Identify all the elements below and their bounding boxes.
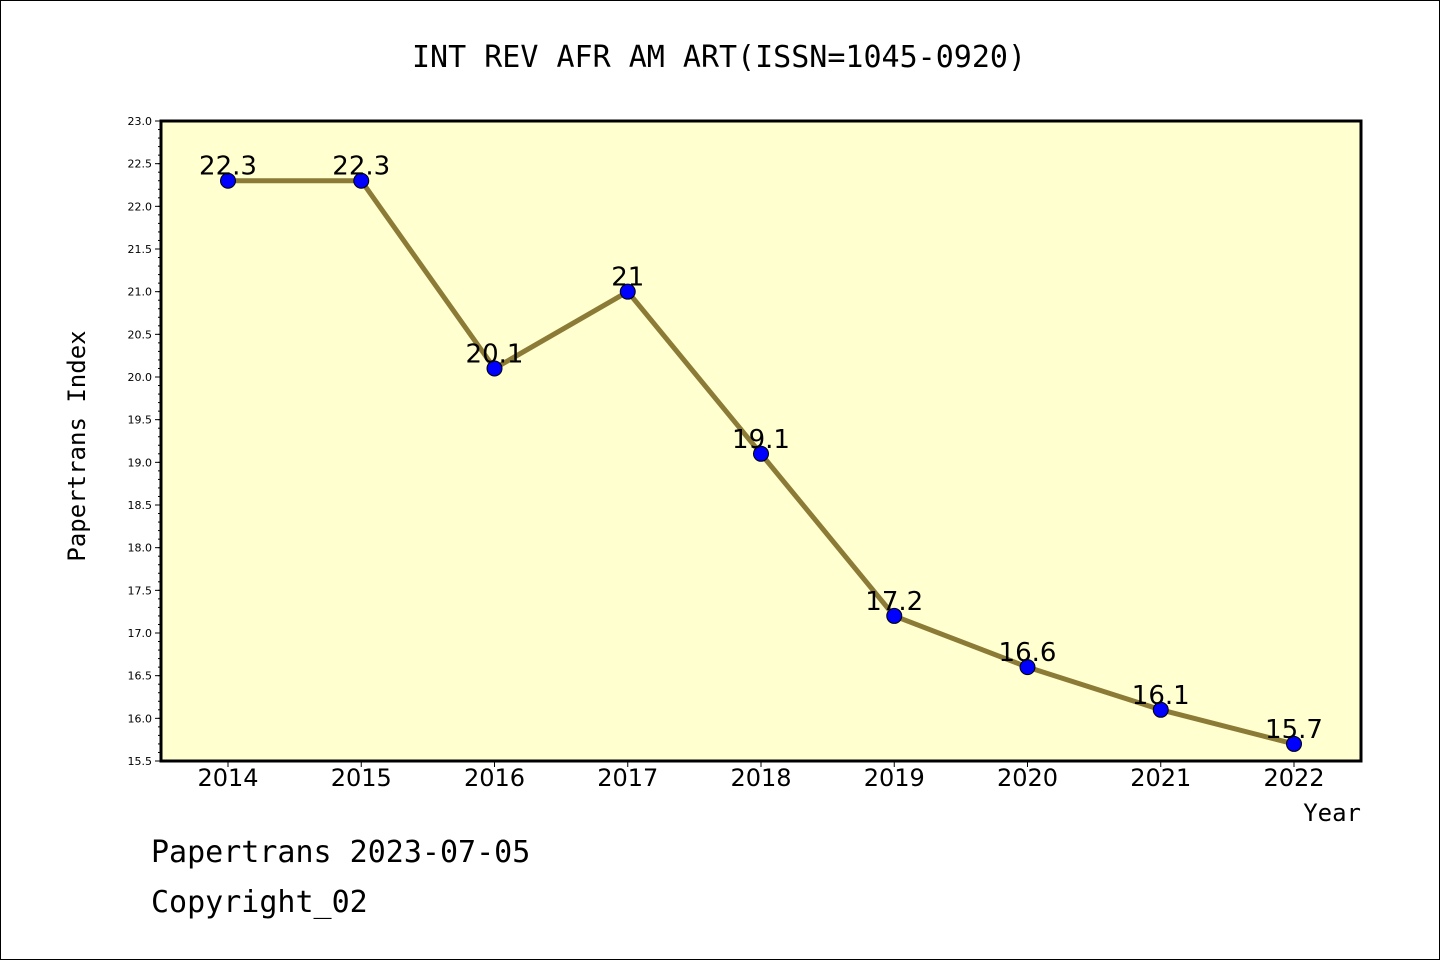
x-tick-label: 2018	[730, 764, 791, 792]
x-tick-label: 2014	[197, 764, 258, 792]
data-label: 21	[611, 263, 644, 293]
x-tick-label: 2017	[597, 764, 658, 792]
data-label: 16.6	[999, 638, 1057, 668]
y-tick-label: 18.0	[128, 542, 153, 555]
x-tick-label: 2021	[1130, 764, 1191, 792]
footer-copyright: Copyright_02	[151, 885, 368, 920]
data-point	[1152, 701, 1169, 718]
chart-title: INT REV AFR AM ART(ISSN=1045-0920)	[412, 40, 1026, 75]
y-tick-label: 21.0	[128, 286, 153, 299]
x-tick-label: 2016	[464, 764, 525, 792]
y-tick-label: 22.5	[128, 158, 153, 171]
data-label: 16.1	[1132, 681, 1190, 711]
plot-border	[159, 119, 1363, 763]
data-point	[1019, 659, 1036, 676]
data-point	[619, 283, 636, 300]
plot-area	[161, 121, 1361, 761]
y-tick-label: 20.0	[128, 371, 153, 384]
y-tick-label: 21.5	[128, 243, 153, 256]
data-label: 19.1	[732, 425, 790, 455]
y-axis-label: Papertrans Index	[63, 330, 91, 561]
y-tick-label: 20.5	[128, 328, 153, 341]
footer-date: Papertrans 2023-07-05	[151, 835, 531, 870]
x-tick-label: 2015	[331, 764, 392, 792]
data-label: 15.7	[1265, 715, 1323, 745]
data-point	[220, 172, 236, 189]
data-label: 22.3	[332, 152, 390, 182]
y-tick-label: 23.0	[128, 115, 153, 128]
data-label: 20.1	[466, 339, 524, 369]
y-tick-label: 19.0	[128, 456, 153, 469]
y-tick-label: 17.0	[128, 627, 153, 640]
data-label: 22.3	[199, 152, 257, 182]
data-point	[753, 445, 769, 462]
y-tick-label: 16.0	[128, 712, 153, 725]
data-point	[486, 360, 503, 377]
data-point	[353, 172, 370, 189]
data-label: 17.2	[865, 587, 923, 617]
y-tick-label: 16.5	[128, 670, 153, 683]
y-tick-label: 22.0	[128, 200, 153, 213]
x-axis-label: Year	[1303, 799, 1361, 827]
x-tick-label: 2019	[864, 764, 925, 792]
data-point	[886, 607, 903, 624]
series: 22.3 22.3 20.1 21 19.1 17.2 16.6 16.1 15.7	[199, 152, 1323, 752]
x-ticks: 2014 2015 2016 2017 2018 2019 2020 2021 2022	[197, 761, 1325, 792]
y-ticks: 15.5 16.0 16.5 17.0 17.5 18.0 18.5 19.0 19.5 20.0…	[128, 115, 161, 768]
x-tick-label: 2020	[997, 764, 1058, 792]
x-tick-label: 2022	[1263, 764, 1324, 792]
y-tick-label: 15.5	[128, 755, 153, 768]
y-tick-label: 17.5	[128, 584, 153, 597]
y-tick-label: 18.5	[128, 499, 153, 512]
y-tick-label: 19.5	[128, 414, 153, 427]
data-point	[1286, 735, 1302, 752]
